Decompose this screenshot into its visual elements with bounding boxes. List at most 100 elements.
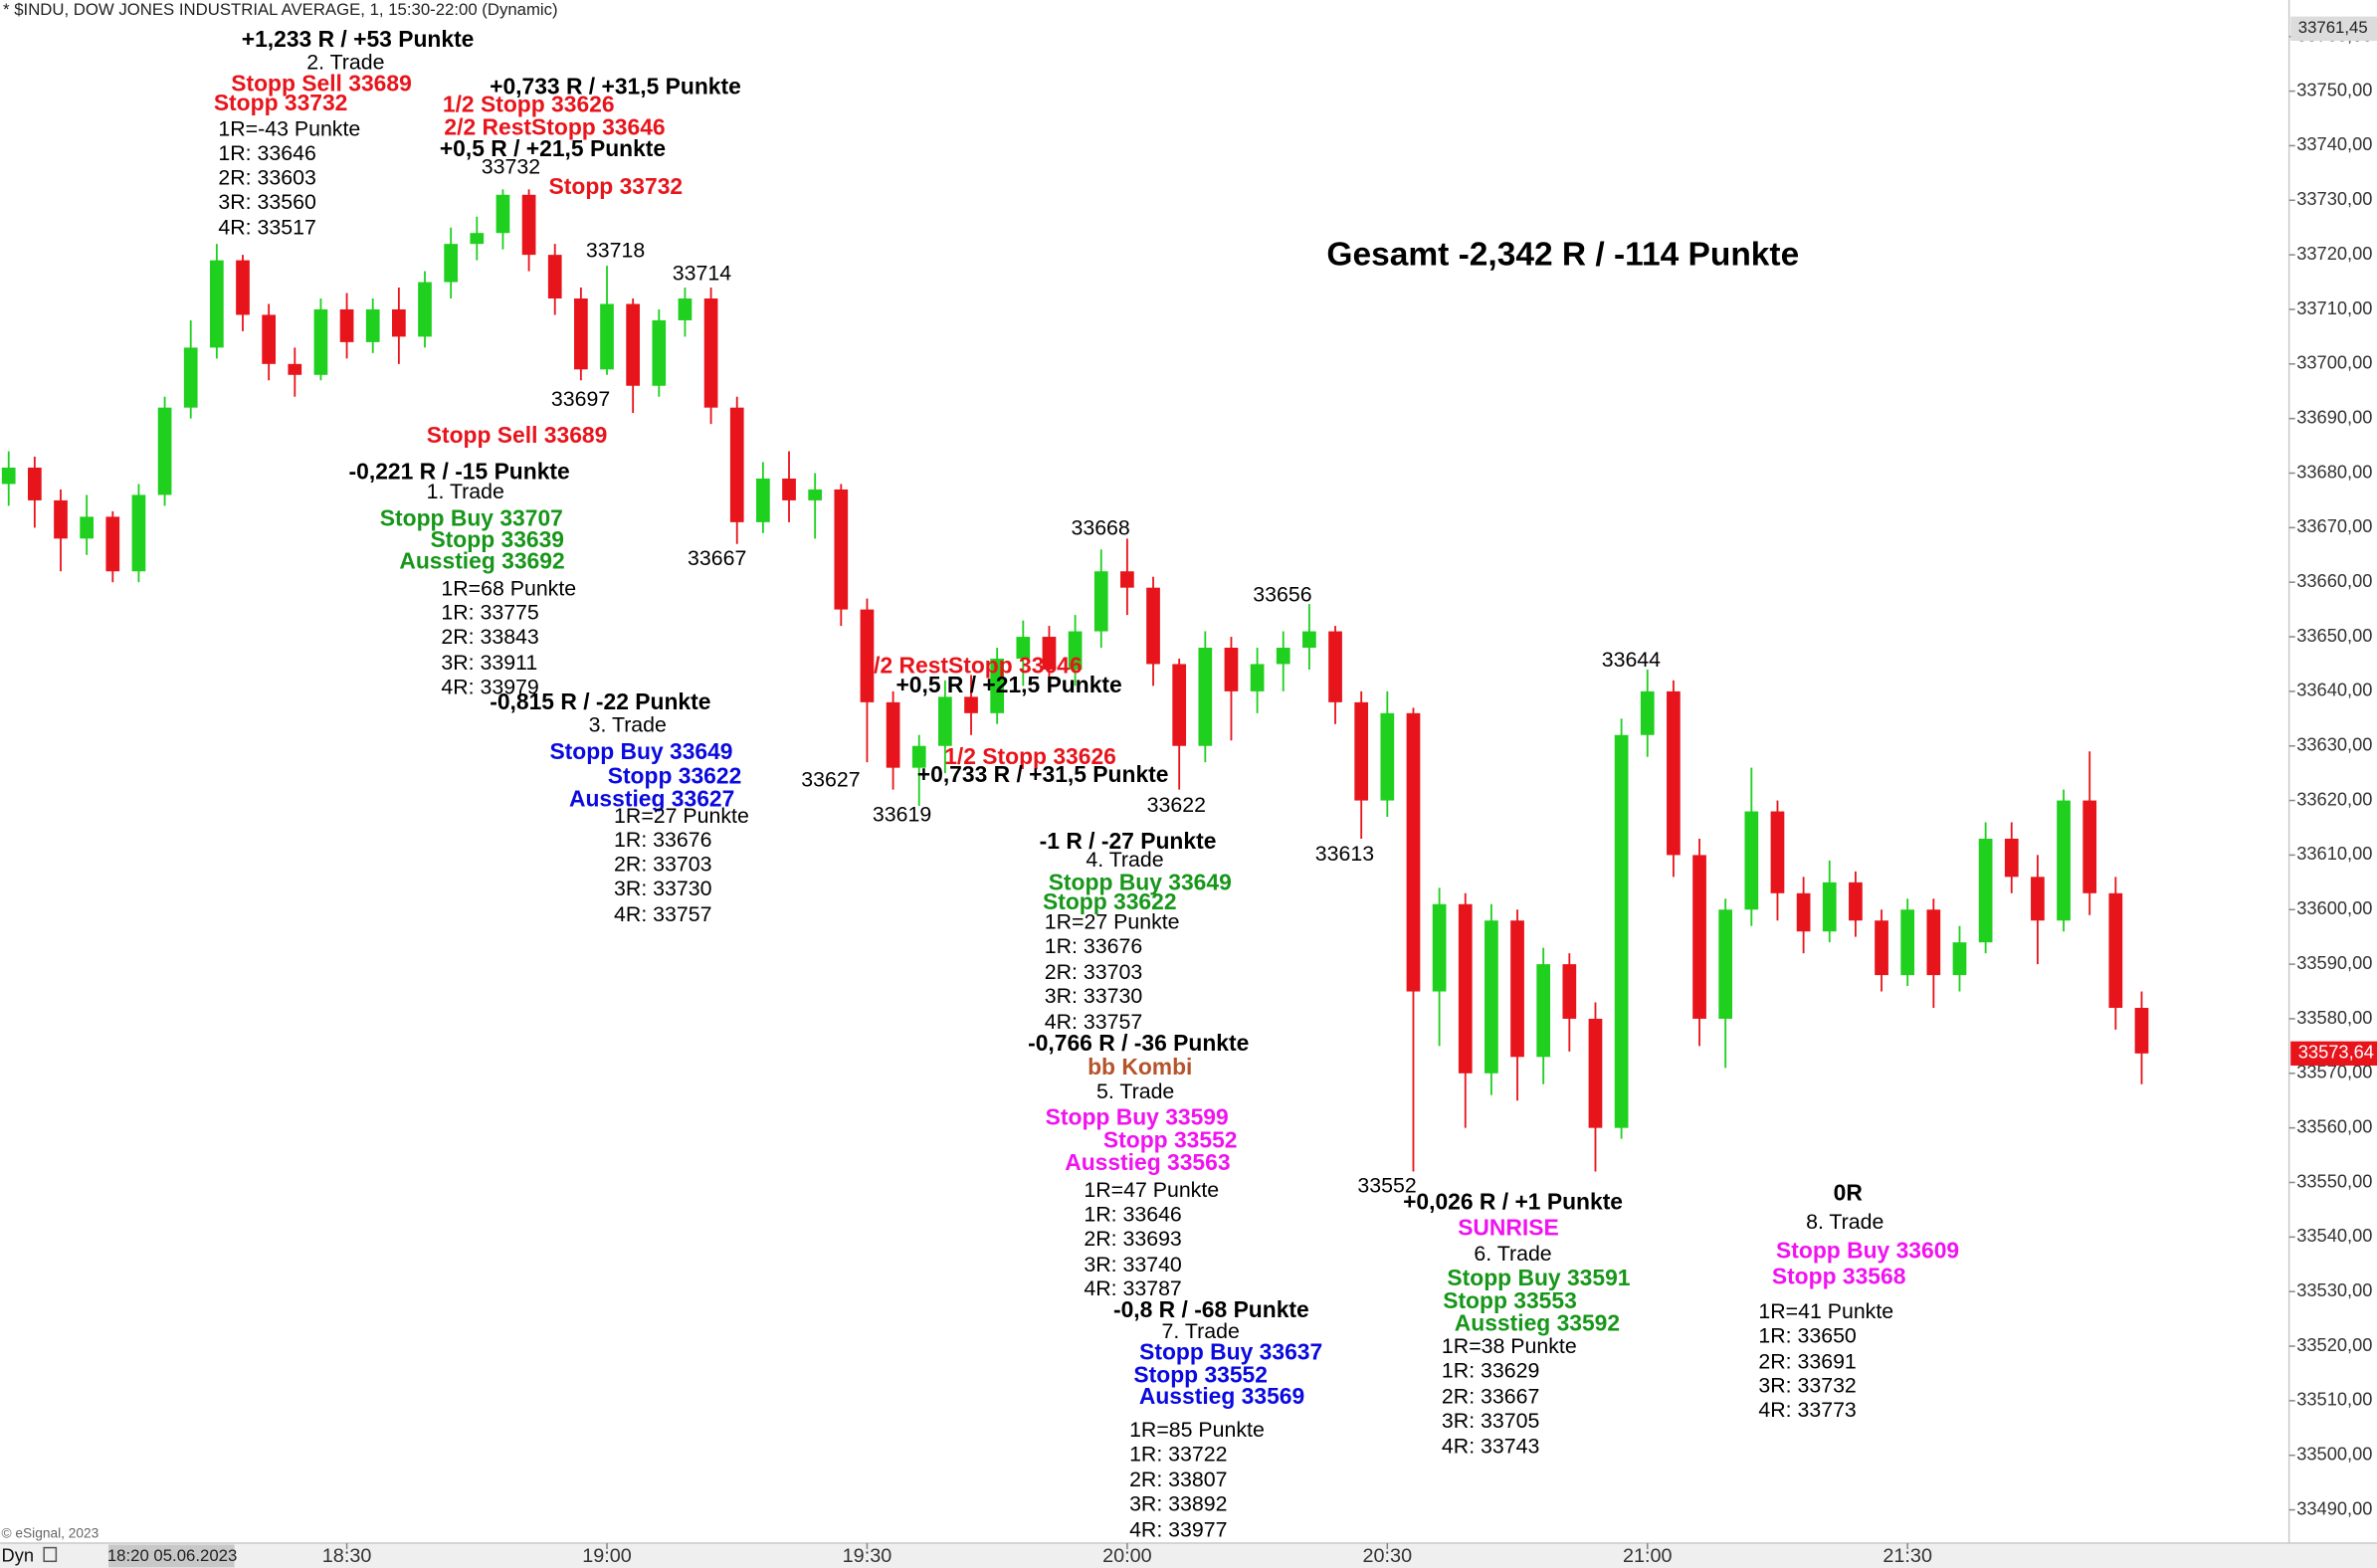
time-axis [0,1543,2377,1568]
annotation: 2R: 33691 [1758,1349,1856,1373]
y-tick-label: 33560,00 [2296,1115,2372,1136]
annotation: 3R: 33911 [441,651,537,675]
annotation: Ausstieg 33563 [1065,1149,1230,1175]
annotation: 33732 [482,155,540,179]
x-tick-label: 20:00 [1102,1545,1152,1567]
mode-icon[interactable] [43,1546,58,1563]
y-tick-label: 33680,00 [2296,461,2372,482]
annotation: 1R=85 Punkte [1129,1418,1265,1442]
y-tick-label: 33490,00 [2296,1497,2372,1518]
annotation: Stopp Buy 33599 [1046,1103,1229,1129]
x-tick-label: 18:30 [322,1545,372,1567]
annotation: 1R=41 Punkte [1758,1299,1893,1323]
candle-body [80,516,95,539]
annotation: 1R=-43 Punkte [218,117,360,141]
annotation: 1/2 Stopp 33626 [944,743,1116,769]
annotation: 2R: 33667 [1442,1384,1539,1408]
annotation: 1. Trade [427,480,504,503]
annotation: 1R=27 Punkte [1045,910,1180,934]
annotation: 3R: 33732 [1758,1374,1856,1398]
candle-body [157,407,172,495]
candle-body [288,363,302,375]
x-tick-label: 21:00 [1623,1545,1673,1567]
candle-body [521,194,536,256]
candle-body [236,260,250,315]
annotation: Stopp 33568 [1772,1263,1906,1288]
candle-body [1849,882,1863,921]
annotation: 3R: 33730 [1045,984,1143,1008]
annotation: -0,766 R / -36 Punkte [1028,1030,1249,1056]
y-tick-label: 33740,00 [2296,133,2372,154]
annotation: 33622 [1147,793,1206,817]
candle-body [1276,648,1290,665]
candle-body [339,308,354,342]
annotation: 2R: 33693 [1084,1227,1181,1251]
annotation: 33619 [873,802,931,826]
candle-body [105,516,120,572]
candle-body [1432,903,1447,992]
candle-body [1224,648,1239,691]
last-price-label: 33573,64 [2298,1042,2374,1063]
annotation: 1R=27 Punkte [614,804,749,828]
annotation: 2R: 33703 [1045,960,1142,984]
y-tick-label: 33730,00 [2296,188,2372,209]
y-tick-label: 33540,00 [2296,1225,2372,1246]
annotation: 33644 [1602,648,1661,672]
annotation: +0,733 R / +31,5 Punkte [490,73,741,98]
annotation: -0,815 R / -22 Punkte [490,688,710,714]
y-tick-label: 33670,00 [2296,515,2372,536]
candle-body [365,308,380,342]
candle-body [1172,664,1187,746]
candle-body [1770,811,1785,893]
y-tick-label: 33640,00 [2296,680,2372,700]
y-tick-label: 33570,00 [2296,1062,2372,1082]
annotation: 1R: 33775 [441,601,538,625]
candle-body [2031,877,2045,921]
candle-body [1822,882,1837,932]
annotation: 2/2 RestStopp 33646 [444,114,665,140]
y-tick-label: 33700,00 [2296,352,2372,373]
candle-body [28,468,42,500]
annotation: +0,026 R / +1 Punkte [1403,1189,1623,1215]
annotation: Ausstieg 33692 [399,547,564,573]
candle-body [834,489,849,610]
candle-body [1875,920,1888,976]
annotation: 4R: 33773 [1758,1398,1856,1422]
candle-body [1458,903,1473,1074]
annotation: 33613 [1315,842,1374,866]
annotation: 33627 [801,767,860,791]
annotation: Stopp 33732 [549,173,684,199]
annotation: 0R [1834,1180,1864,1206]
candle-body [1146,587,1160,665]
candle-body [1198,648,1213,746]
annotation: 2. Trade [306,51,384,75]
annotation: 1/2 Stopp 33626 [443,92,615,117]
candle-body [1952,942,1967,976]
annotation: 2R: 33703 [614,853,711,877]
annotation: Ausstieg 33627 [569,785,734,811]
annotation: Stopp Sell 33689 [231,70,412,96]
y-tick-label: 33590,00 [2296,952,2372,973]
x-tick-label: 20:30 [1363,1545,1413,1567]
candle-body [1068,631,1083,670]
candle-body [2134,1007,2149,1054]
y-tick-label: 33520,00 [2296,1334,2372,1355]
candle-body [1,468,16,485]
candle-body [418,282,432,337]
candle-body [547,255,562,299]
annotation: 2R: 33843 [441,625,538,649]
y-tick-label: 33600,00 [2296,897,2372,918]
annotation: 3R: 33705 [1442,1409,1539,1433]
annotation: 4R: 33787 [1084,1276,1181,1300]
candle-body [2108,892,2123,1008]
candle-body [262,314,277,364]
annotation: Stopp Buy 33649 [1049,869,1232,894]
y-tick-label: 33710,00 [2296,297,2372,318]
candle-body [703,298,718,408]
y-tick-label: 33690,00 [2296,406,2372,427]
annotation: Stopp Buy 33637 [1139,1339,1322,1365]
annotation: Stopp 33553 [1443,1287,1577,1313]
candle-body [1120,571,1134,588]
annotation: SUNRISE [1458,1215,1559,1241]
